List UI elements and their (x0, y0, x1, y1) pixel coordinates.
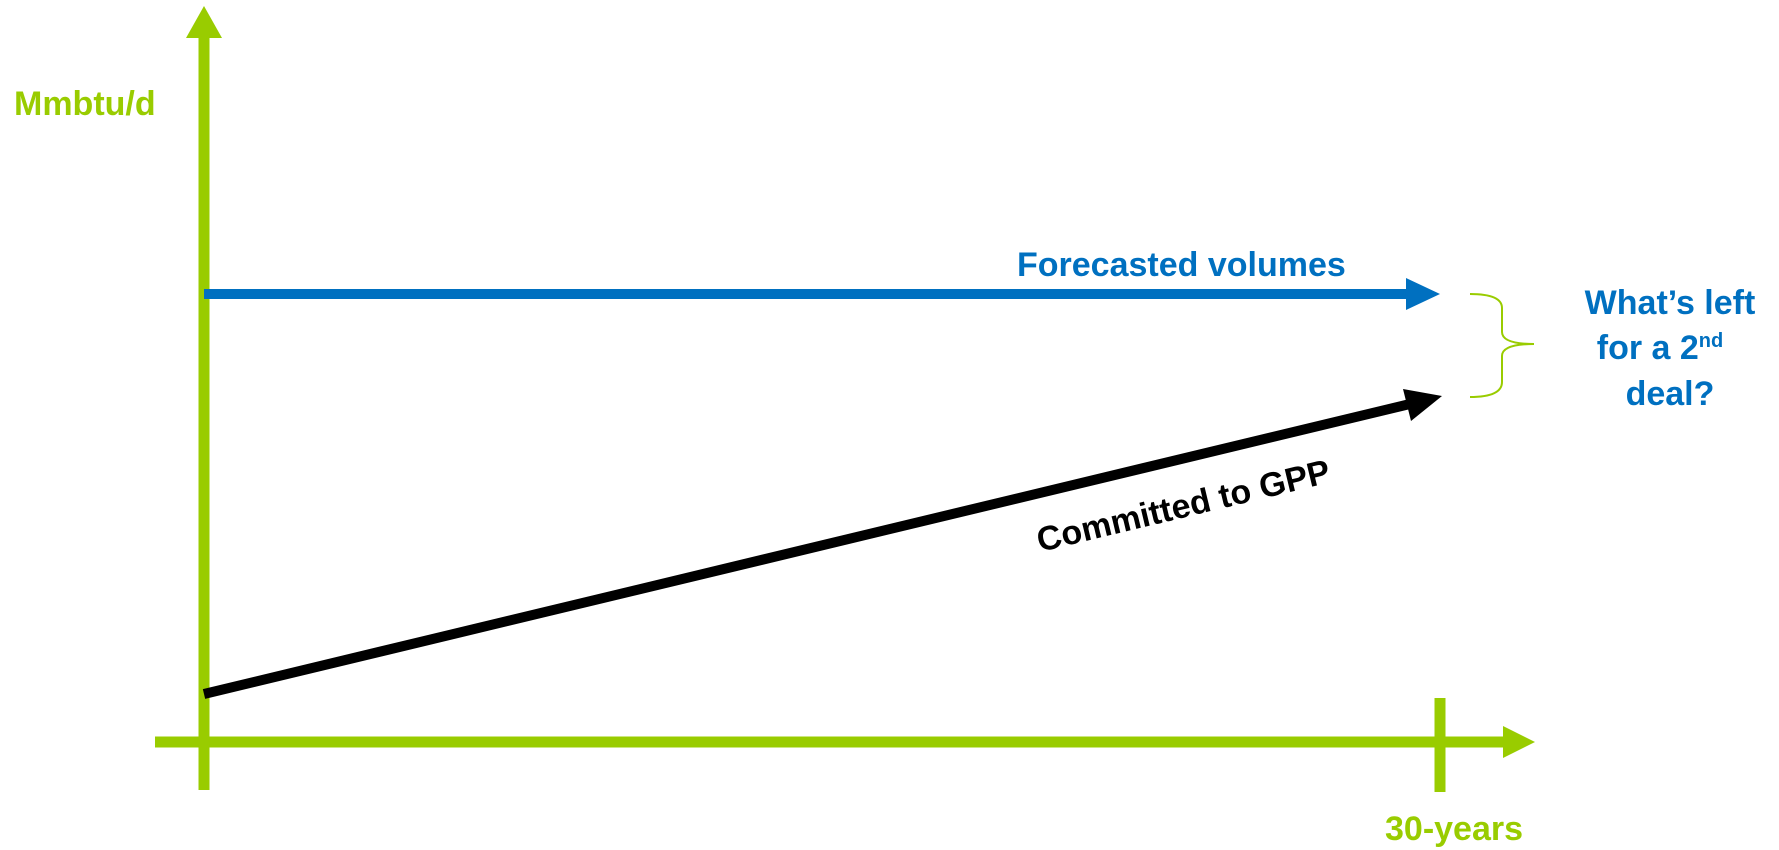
committed-label: Committed to GPP (1033, 453, 1334, 560)
y-axis-arrowhead (186, 6, 222, 38)
committed-arrowhead (1403, 389, 1442, 421)
question-line-2: for a 2nd (1597, 329, 1723, 367)
committed-line (202, 398, 1416, 699)
question-line-1: What’s left (1585, 284, 1756, 322)
question-line-2-main: for a 2 (1597, 329, 1699, 367)
question-line-2-sup: nd (1699, 330, 1723, 352)
x-axis-label: 30-years (1385, 810, 1523, 848)
y-axis-label: Mmbtu/d (14, 85, 156, 123)
forecast-arrowhead (1406, 278, 1440, 310)
gap-bracket (1469, 293, 1535, 398)
forecast-label: Forecasted volumes (1017, 246, 1346, 284)
x-axis-arrowhead (1503, 726, 1535, 758)
question-line-3: deal? (1626, 375, 1715, 413)
